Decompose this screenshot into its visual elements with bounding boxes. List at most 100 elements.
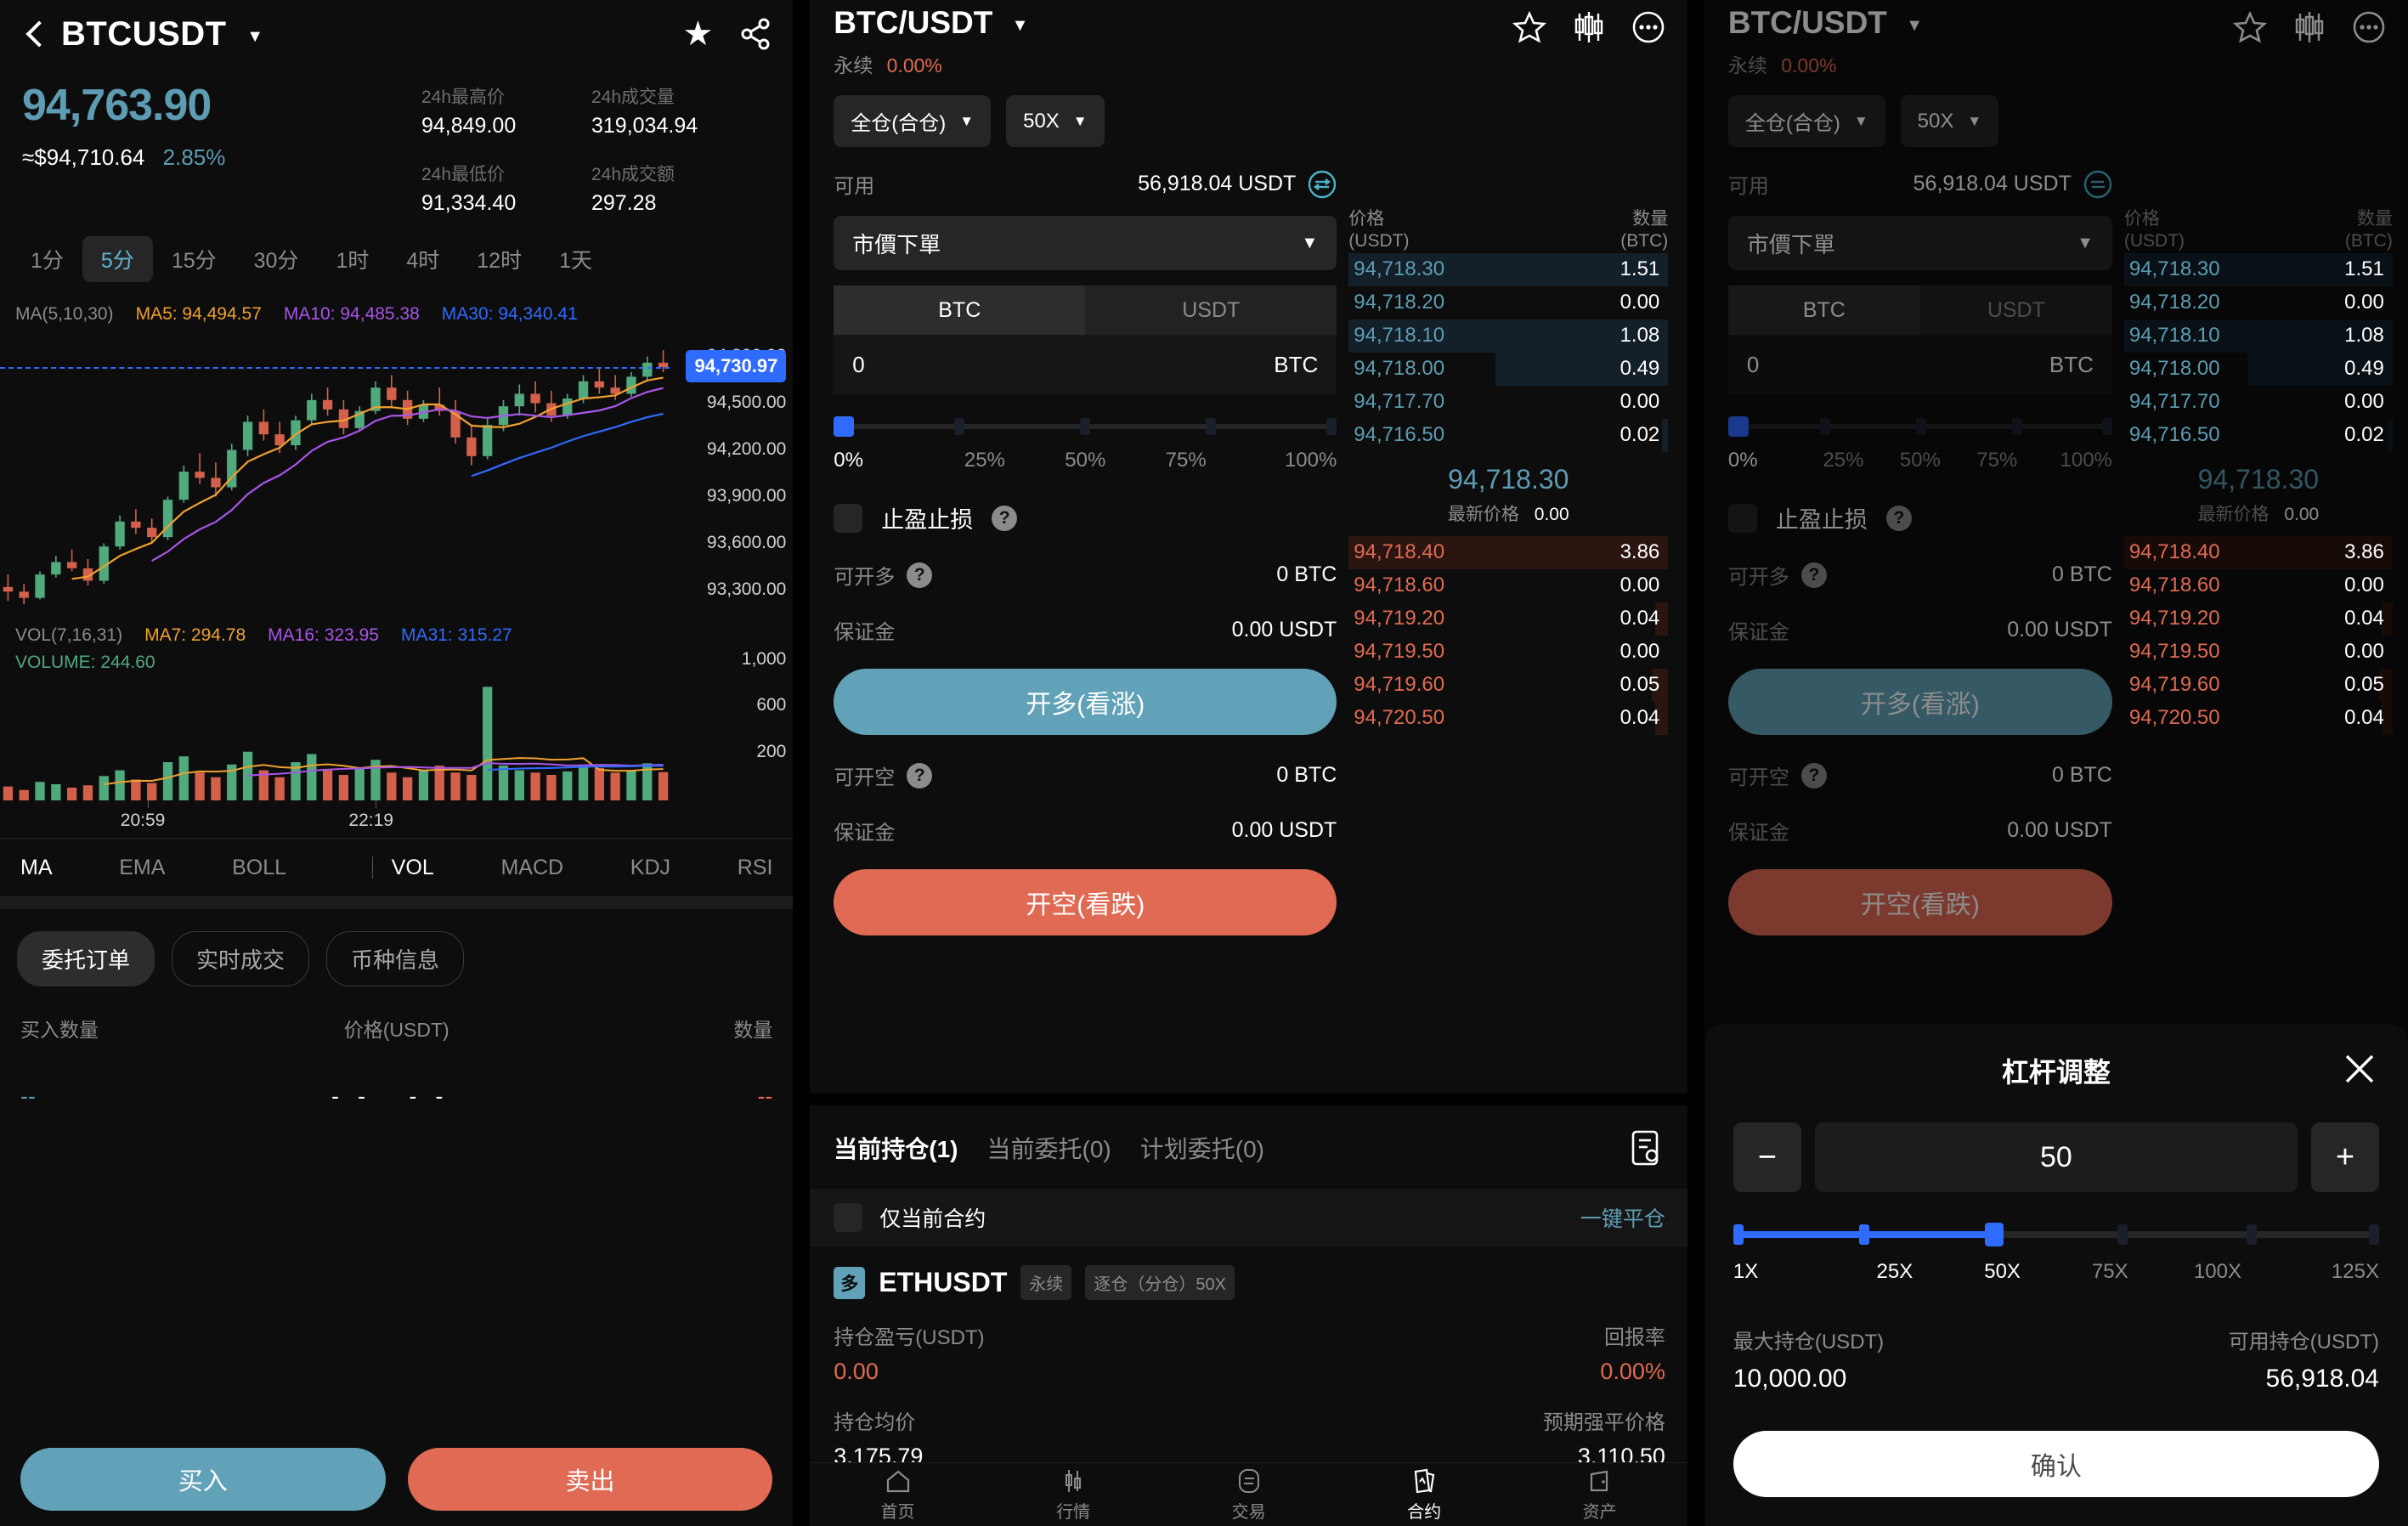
swap-icon[interactable] [1308, 170, 1337, 199]
segment-2[interactable]: 币种信息 [326, 931, 465, 986]
orderbook-row[interactable]: 94,718.30 1.51 [1348, 252, 1669, 286]
indicator-vol[interactable]: VOL [391, 855, 434, 879]
timeframe-1[interactable]: 5分 [82, 236, 153, 282]
nav-item-行情[interactable]: 行情 [986, 1463, 1162, 1526]
indicator-ema[interactable]: EMA [119, 855, 166, 879]
volume-chart[interactable]: 1,000 600 200 [0, 649, 793, 800]
order-type-select[interactable]: 市價下單 ▼ [1727, 216, 2112, 270]
positions-tab[interactable]: 计划委托(0) [1139, 1136, 1264, 1162]
orderbook-row[interactable]: 94,719.20 0.04 [2124, 602, 2393, 636]
chevron-down-icon[interactable]: ▼ [1906, 16, 1923, 35]
indicator-macd[interactable]: MACD [500, 855, 564, 879]
timeframe-5[interactable]: 4时 [406, 249, 440, 273]
close-all-link[interactable]: 一键平仓 [1580, 1207, 1665, 1231]
orderbook-row[interactable]: 94,719.20 0.04 [1348, 602, 1669, 636]
timeframe-7[interactable]: 1天 [559, 249, 592, 273]
open-short-button[interactable]: 开空(看跌) [1727, 869, 2112, 935]
current-contract-checkbox[interactable] [834, 1203, 863, 1232]
tab-usdt[interactable]: USDT [1085, 285, 1337, 335]
timeframe-6[interactable]: 12时 [477, 249, 523, 273]
help-icon[interactable]: ? [1800, 762, 1827, 788]
position-row[interactable]: 多 ETHUSDT 永续 逐仓（分仓）50X 持仓盈亏(USDT) 0.00 回… [810, 1246, 1687, 1462]
swap-icon[interactable] [2083, 170, 2112, 199]
orderbook-row[interactable]: 94,718.10 1.08 [1348, 319, 1669, 353]
margin-mode-dropdown[interactable]: 全仓(合仓) ▼ [834, 95, 992, 147]
slider-thumb[interactable] [834, 416, 855, 437]
amount-slider[interactable] [834, 416, 1337, 437]
orderbook-row[interactable]: 94,720.50 0.04 [1348, 701, 1669, 735]
open-long-button[interactable]: 开多(看涨) [1727, 669, 2112, 735]
orderbook-row[interactable]: 94,716.50 0.02 [1348, 418, 1669, 452]
leverage-slider[interactable] [1733, 1223, 2379, 1246]
confirm-button[interactable]: 确认 [1733, 1431, 2379, 1497]
help-icon[interactable]: ? [907, 762, 933, 788]
order-list-icon[interactable] [1625, 1128, 1665, 1168]
nav-item-合约[interactable]: 合约 [1337, 1463, 1512, 1526]
amount-input[interactable]: 0 BTC [834, 335, 1337, 394]
help-icon[interactable]: ? [992, 505, 1018, 531]
orderbook-row[interactable]: 94,719.60 0.05 [1348, 668, 1669, 702]
symbol-title[interactable]: BTC/USDT ▼ [1728, 5, 1923, 41]
page-title[interactable]: BTCUSDT ▼ [61, 15, 264, 54]
leverage-decrement-button[interactable]: − [1733, 1122, 1801, 1192]
timeframe-2[interactable]: 15分 [171, 249, 217, 273]
candlestick-icon[interactable] [1570, 8, 1608, 46]
margin-mode-dropdown[interactable]: 全仓(合仓) ▼ [1727, 95, 1885, 147]
orderbook-row[interactable]: 94,717.70 0.00 [1348, 386, 1668, 419]
orderbook-row[interactable]: 94,720.50 0.04 [2124, 701, 2393, 735]
nav-item-资产[interactable]: 资产 [1512, 1463, 1687, 1526]
timeframe-4[interactable]: 1时 [336, 249, 370, 273]
candlestick-icon[interactable] [2291, 8, 2328, 46]
orderbook-row[interactable]: 94,718.00 0.49 [2124, 352, 2393, 386]
sell-button[interactable]: 卖出 [407, 1448, 773, 1511]
orderbook-row[interactable]: 94,718.40 3.86 [1348, 535, 1669, 569]
slider-thumb[interactable] [1985, 1223, 2004, 1246]
help-icon[interactable]: ? [1885, 505, 1912, 531]
timeframe-3[interactable]: 30分 [253, 249, 299, 273]
order-type-select[interactable]: 市價下單 ▼ [834, 216, 1337, 270]
orderbook-row[interactable]: 94,719.50 0.00 [1348, 636, 1668, 669]
orderbook-row[interactable]: 94,718.60 0.00 [1348, 569, 1668, 602]
indicator-boll[interactable]: BOLL [232, 855, 287, 879]
open-short-button[interactable]: 开空(看跌) [834, 869, 1337, 935]
leverage-value[interactable]: 50 [1814, 1122, 2298, 1192]
orderbook-row[interactable]: 94,718.10 1.08 [2123, 319, 2393, 353]
leverage-increment-button[interactable]: + [2310, 1122, 2379, 1192]
open-long-button[interactable]: 开多(看涨) [834, 669, 1337, 735]
tpsl-checkbox[interactable] [1727, 503, 1757, 533]
segment-1[interactable]: 实时成交 [172, 931, 310, 986]
star-outline-icon[interactable] [1511, 8, 1548, 46]
amount-slider[interactable] [1727, 416, 2112, 437]
favorite-star-icon[interactable]: ★ [682, 15, 714, 53]
help-icon[interactable]: ? [1800, 562, 1827, 588]
positions-tab[interactable]: 当前委托(0) [986, 1136, 1111, 1162]
more-dots-icon[interactable] [1630, 8, 1667, 46]
leverage-dropdown[interactable]: 50X ▼ [1900, 95, 1999, 147]
tab-usdt[interactable]: USDT [1919, 285, 2112, 335]
symbol-title[interactable]: BTC/USDT ▼ [834, 5, 1028, 41]
orderbook-row[interactable]: 94,718.30 1.51 [2123, 252, 2393, 286]
tab-btc[interactable]: BTC [1727, 285, 1920, 335]
nav-item-首页[interactable]: 首页 [810, 1463, 986, 1526]
orderbook-row[interactable]: 94,719.60 0.05 [2124, 668, 2393, 702]
nav-item-交易[interactable]: 交易 [1161, 1463, 1337, 1526]
help-icon[interactable]: ? [907, 562, 933, 588]
orderbook-row[interactable]: 94,718.20 0.00 [1348, 286, 1668, 319]
candlestick-chart[interactable]: 94,800.0094,500.0094,200.0093,900.0093,6… [0, 333, 793, 613]
buy-button[interactable]: 买入 [20, 1448, 386, 1511]
indicator-kdj[interactable]: KDJ [630, 855, 671, 879]
tab-btc[interactable]: BTC [834, 285, 1086, 335]
chevron-down-icon[interactable]: ▼ [1011, 16, 1029, 35]
more-dots-icon[interactable] [2350, 8, 2388, 46]
orderbook-row[interactable]: 94,717.70 0.00 [2124, 386, 2393, 419]
orderbook-row[interactable]: 94,718.60 0.00 [2124, 569, 2393, 602]
chevron-left-icon[interactable] [19, 20, 48, 48]
orderbook-row[interactable]: 94,718.40 3.86 [2123, 535, 2393, 569]
indicator-ma[interactable]: MA [20, 855, 53, 879]
positions-tab[interactable]: 当前持仓(1) [834, 1136, 958, 1162]
orderbook-row[interactable]: 94,719.50 0.00 [2124, 636, 2393, 669]
orderbook-row[interactable]: 94,718.00 0.49 [1348, 352, 1669, 386]
timeframe-0[interactable]: 1分 [31, 249, 64, 273]
slider-thumb[interactable] [1727, 416, 1749, 437]
indicator-rsi[interactable]: RSI [737, 855, 773, 879]
